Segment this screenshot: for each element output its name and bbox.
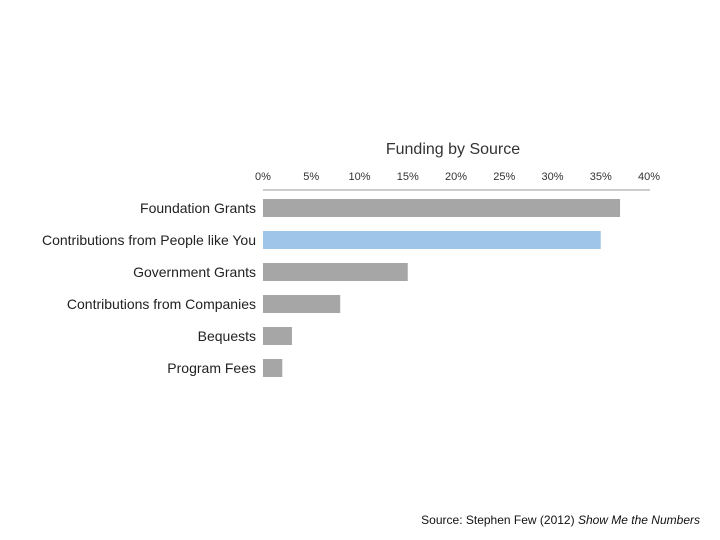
category-label: Foundation Grants [140,200,256,216]
source-work-title: Show Me the Numbers [577,513,700,527]
category-labels: Foundation Grants Contributions from Peop… [42,200,256,376]
bar [263,231,601,249]
category-label: Bequests [198,328,256,344]
category-label: Contributions from People like You [42,232,256,248]
x-tick-label: 35% [590,171,612,183]
x-tick-label: 5% [303,171,319,183]
source-text: Source: Stephen Few (2012) [421,513,575,527]
bar [263,359,283,377]
bar [263,327,292,345]
x-tick-label: 40% [638,171,660,183]
category-label: Program Fees [167,360,256,376]
bar [263,295,341,313]
x-tick-label: 0% [255,171,271,183]
x-tick-label: 25% [493,171,515,183]
x-tick-label: 15% [397,171,419,183]
source-citation: Source: Stephen Few (2012) Show Me the N… [421,513,700,527]
chart-title: Funding by Source [386,141,520,158]
category-label: Contributions from Companies [67,296,256,312]
value-axis-ticks: 0% 5% 10% 15% 20% 25% 30% 35% 40% [255,171,660,183]
x-tick-label: 30% [541,171,563,183]
x-tick-label: 20% [445,171,467,183]
bars [263,199,621,377]
category-label: Government Grants [133,264,256,280]
bar [263,199,621,217]
x-tick-label: 10% [348,171,370,183]
bar [263,263,408,281]
